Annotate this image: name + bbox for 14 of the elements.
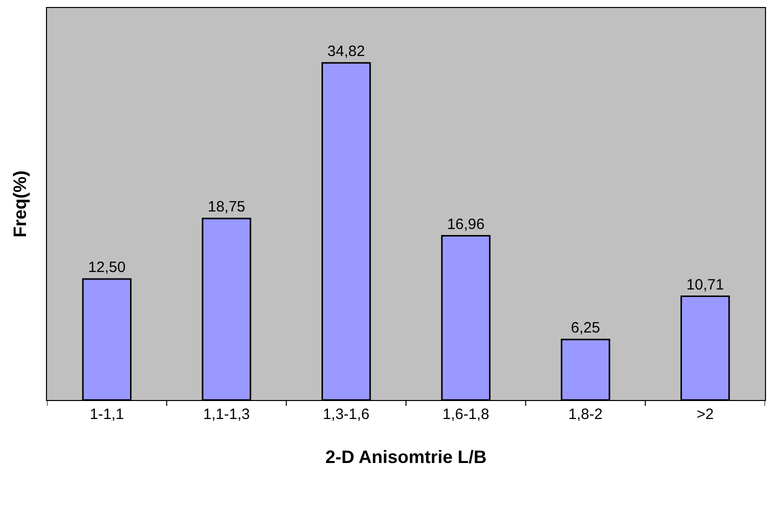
data-label: 12,50 [88, 258, 126, 276]
data-label: 16,96 [447, 216, 485, 233]
x-axis-title: 2-D Anisomtrie L/B [325, 447, 487, 468]
data-label: 34,82 [327, 42, 365, 60]
x-tick-label: 1,3-1,6 [322, 406, 370, 423]
x-tick-label: 1-1,1 [90, 406, 124, 423]
data-label: 6,25 [570, 319, 600, 336]
x-tick-label: 1,8-2 [568, 406, 603, 423]
x-tick-label: 1,6-1,8 [442, 406, 490, 423]
x-tick-label: 1,1-1,3 [203, 406, 250, 423]
data-label: 18,75 [208, 198, 246, 216]
y-axis-title: Freq(%) [10, 170, 30, 238]
data-label: 10,71 [686, 276, 724, 294]
x-tick-label: >2 [696, 406, 714, 423]
